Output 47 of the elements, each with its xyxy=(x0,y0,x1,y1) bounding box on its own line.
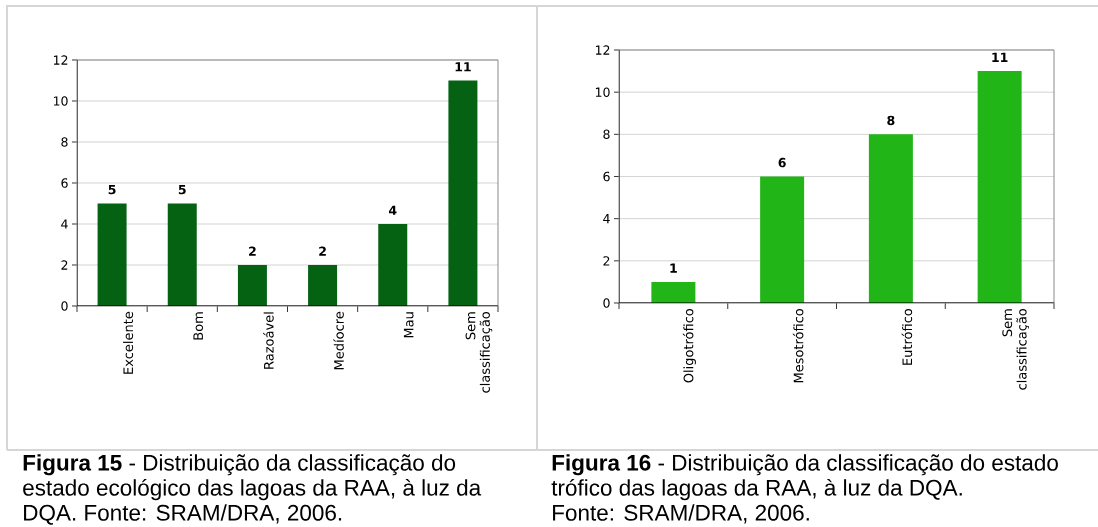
y-tick-label: 0 xyxy=(61,301,68,311)
text: Figura 15 - Distribuição da classificação do estado ecológico das lagoas da RAA, à luz da DQA. Fonte: SRAM/DRA, 2006. xyxy=(23,454,482,525)
x-tick-label: Oligotrófico xyxy=(682,308,696,383)
x-tick-label: Sem classificação xyxy=(1002,308,1029,390)
bar xyxy=(868,134,913,303)
x-tick-label: Bom xyxy=(193,312,204,340)
bar xyxy=(97,203,127,306)
data-label: 4 xyxy=(388,205,397,215)
y-tick-label: 0 xyxy=(603,298,610,308)
source-note: Fonte: SRAM/DRA, 2006. xyxy=(553,504,809,524)
bar xyxy=(308,265,338,306)
data-label: 11 xyxy=(455,62,471,72)
x-tick-label: Eutrófico xyxy=(901,308,913,365)
x-tick-label: Medíocre xyxy=(333,311,344,370)
y-tick-label: 6 xyxy=(603,171,610,182)
y-tick-label: 8 xyxy=(61,137,68,147)
x-tick-label: Mau xyxy=(403,312,414,338)
bar xyxy=(651,281,696,303)
bar xyxy=(760,176,805,303)
data-label: 5 xyxy=(108,185,116,195)
y-tick-label: 12 xyxy=(595,45,610,55)
y-tick-label: 10 xyxy=(53,96,68,106)
x-tick-label: Mesotrófico xyxy=(792,308,804,383)
data-label: 2 xyxy=(249,246,256,256)
data-label: 6 xyxy=(778,157,786,168)
y-tick-label: 12 xyxy=(53,55,68,65)
bar xyxy=(977,71,1022,303)
y-tick-label: 10 xyxy=(595,87,610,97)
y-tick-label: 2 xyxy=(603,256,610,266)
x-tick-label: Razoável xyxy=(263,312,274,369)
data-label: 1 xyxy=(670,263,677,273)
bar xyxy=(378,224,408,306)
y-tick-label: 4 xyxy=(603,214,610,224)
bar xyxy=(448,80,478,306)
data-label: 8 xyxy=(887,115,895,126)
y-tick-label: 6 xyxy=(61,178,68,188)
y-tick-label: 4 xyxy=(61,219,68,229)
data-label: 2 xyxy=(319,246,326,256)
text: Figura 16 - Distribuição da classificação do estado trófico das lagoas da RAA, à luz da DQA. xyxy=(551,454,1058,501)
y-tick-label: 2 xyxy=(61,260,68,270)
data-label: 5 xyxy=(178,185,186,195)
data-label: 11 xyxy=(992,52,1008,62)
y-tick-label: 8 xyxy=(603,129,610,140)
bar xyxy=(167,203,197,306)
x-tick-label: Excelente xyxy=(123,311,134,374)
x-tick-label: Sem classificação xyxy=(465,311,493,393)
bar xyxy=(237,265,267,306)
